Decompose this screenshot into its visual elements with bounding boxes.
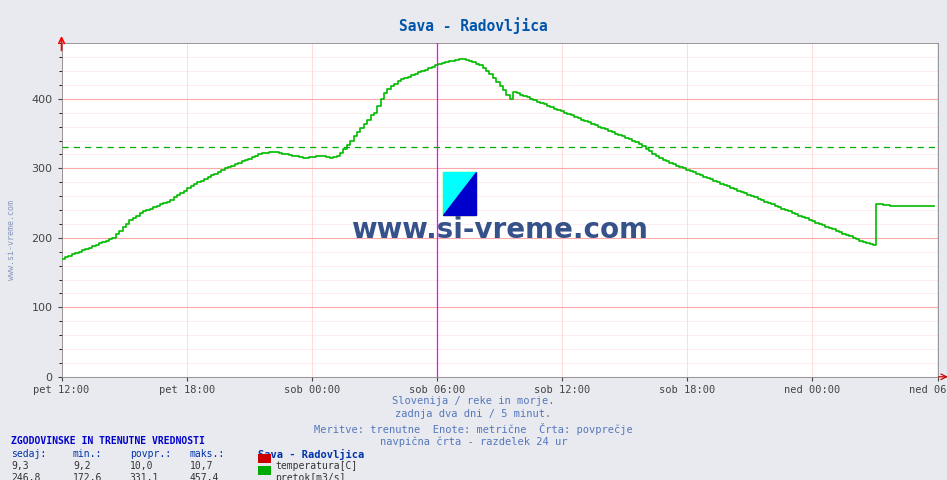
Text: sedaj:: sedaj: [11,449,46,459]
Text: www.si-vreme.com: www.si-vreme.com [351,216,648,244]
Text: 9,2: 9,2 [73,461,91,471]
Text: www.si-vreme.com: www.si-vreme.com [7,200,16,280]
Text: navpična črta - razdelek 24 ur: navpična črta - razdelek 24 ur [380,436,567,447]
Text: 172,6: 172,6 [73,473,102,480]
Text: Sava - Radovljica: Sava - Radovljica [258,449,364,460]
Text: 246,8: 246,8 [11,473,41,480]
Text: povpr.:: povpr.: [130,449,170,459]
Text: Meritve: trenutne  Enote: metrične  Črta: povprečje: Meritve: trenutne Enote: metrične Črta: … [314,423,633,435]
Text: min.:: min.: [73,449,102,459]
Text: zadnja dva dni / 5 minut.: zadnja dva dni / 5 minut. [396,409,551,420]
Text: Slovenija / reke in morje.: Slovenija / reke in morje. [392,396,555,406]
Text: temperatura[C]: temperatura[C] [276,461,358,471]
Bar [442,172,476,215]
Text: ZGODOVINSKE IN TRENUTNE VREDNOSTI: ZGODOVINSKE IN TRENUTNE VREDNOSTI [11,436,205,446]
Text: 9,3: 9,3 [11,461,29,471]
Polygon shape [442,172,476,215]
Text: maks.:: maks.: [189,449,224,459]
Text: 10,0: 10,0 [130,461,153,471]
Text: 10,7: 10,7 [189,461,213,471]
Polygon shape [442,172,476,215]
Text: pretok[m3/s]: pretok[m3/s] [276,473,346,480]
Text: 331,1: 331,1 [130,473,159,480]
Text: 457,4: 457,4 [189,473,219,480]
Text: Sava - Radovljica: Sava - Radovljica [399,17,548,34]
